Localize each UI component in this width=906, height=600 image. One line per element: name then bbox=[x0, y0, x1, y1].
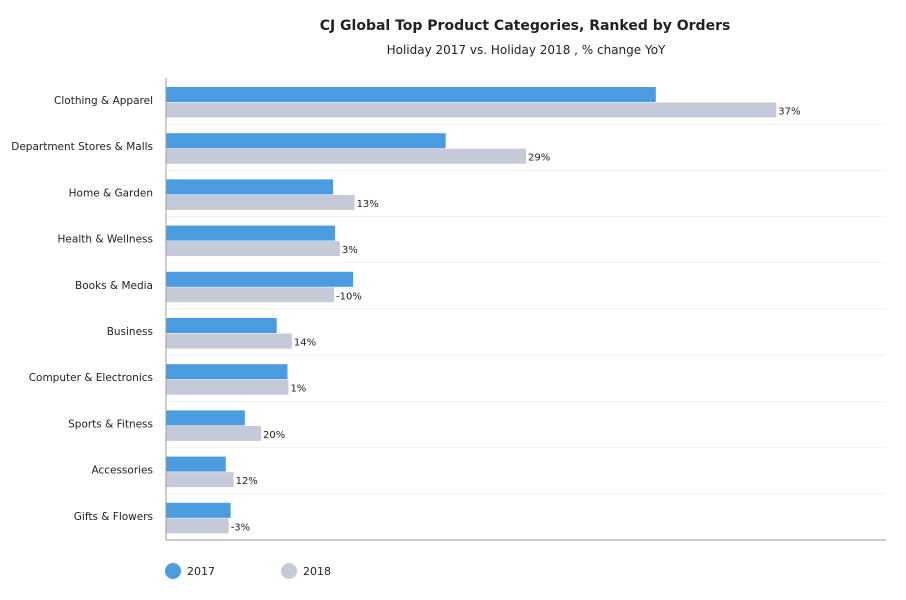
category-label: Health & Wellness bbox=[58, 234, 153, 246]
category-label: Department Stores & Malls bbox=[11, 141, 153, 153]
data-label: 13% bbox=[357, 199, 379, 210]
legend-swatch-2018[interactable] bbox=[281, 563, 297, 579]
bar-2017[interactable] bbox=[166, 364, 288, 380]
data-label: -10% bbox=[336, 291, 362, 302]
bar-2018[interactable] bbox=[166, 518, 229, 534]
data-label: 37% bbox=[778, 107, 800, 118]
data-label: 29% bbox=[528, 153, 550, 164]
data-label: 20% bbox=[263, 430, 285, 441]
bar-2018[interactable] bbox=[166, 241, 340, 257]
legend-label-2018[interactable]: 2018 bbox=[303, 565, 331, 578]
data-label: 3% bbox=[342, 245, 358, 256]
chart-subtitle: Holiday 2017 vs. Holiday 2018 , % change… bbox=[387, 43, 666, 57]
bar-2018[interactable] bbox=[166, 333, 292, 349]
legend: 2017 2018 bbox=[165, 563, 331, 579]
grid-lines bbox=[166, 123, 886, 495]
data-label: -3% bbox=[231, 522, 250, 533]
bar-2018[interactable] bbox=[166, 287, 334, 303]
category-label: Home & Garden bbox=[69, 187, 153, 199]
category-label: Computer & Electronics bbox=[29, 372, 153, 384]
category-label: Gifts & Flowers bbox=[74, 511, 153, 523]
category-label: Books & Media bbox=[75, 280, 153, 292]
axes bbox=[165, 78, 886, 541]
bar-2017[interactable] bbox=[166, 410, 245, 426]
bar-2018[interactable] bbox=[166, 148, 526, 164]
bar-2017[interactable] bbox=[166, 318, 277, 333]
bar-2017[interactable] bbox=[166, 225, 335, 241]
bar-2018[interactable] bbox=[166, 102, 777, 118]
chart-title: CJ Global Top Product Categories, Ranked… bbox=[320, 18, 731, 34]
bar-2017[interactable] bbox=[166, 271, 354, 287]
data-label: 1% bbox=[290, 384, 306, 395]
bar-2018[interactable] bbox=[166, 194, 355, 210]
bar-2018[interactable] bbox=[166, 425, 262, 441]
bar-2017[interactable] bbox=[166, 456, 226, 472]
category-label: Clothing & Apparel bbox=[54, 95, 153, 107]
legend-swatch-2017[interactable] bbox=[165, 563, 181, 579]
bar-2018[interactable] bbox=[166, 379, 289, 395]
bar-2017[interactable] bbox=[166, 133, 446, 149]
category-label: Sports & Fitness bbox=[68, 418, 153, 430]
bar-2018[interactable] bbox=[166, 472, 234, 488]
bar-2017[interactable] bbox=[166, 179, 334, 195]
bars bbox=[166, 87, 777, 534]
bar-2017[interactable] bbox=[166, 502, 231, 518]
data-label: 12% bbox=[236, 476, 258, 487]
data-label: 14% bbox=[294, 338, 316, 349]
category-labels: Clothing & Apparel 37% Department Stores &… bbox=[11, 95, 800, 533]
bar-2017[interactable] bbox=[166, 87, 656, 102]
legend-label-2017[interactable]: 2017 bbox=[187, 565, 215, 578]
category-label: Accessories bbox=[91, 465, 153, 477]
category-label: Business bbox=[107, 326, 153, 338]
